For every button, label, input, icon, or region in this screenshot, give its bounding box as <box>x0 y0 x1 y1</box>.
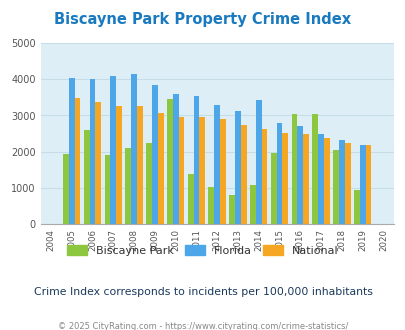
Bar <box>151 84 158 224</box>
Bar <box>187 174 193 224</box>
Bar <box>261 129 267 224</box>
Bar <box>193 96 199 224</box>
Bar <box>255 100 261 224</box>
Bar <box>282 133 288 224</box>
Bar <box>172 94 178 224</box>
Bar <box>104 155 110 224</box>
Bar <box>291 115 297 224</box>
Text: Crime Index corresponds to incidents per 100,000 inhabitants: Crime Index corresponds to incidents per… <box>34 287 371 297</box>
Bar <box>270 152 276 224</box>
Bar <box>146 143 151 224</box>
Bar <box>240 124 246 224</box>
Bar <box>166 99 172 224</box>
Bar <box>323 138 329 224</box>
Bar <box>90 79 95 224</box>
Bar <box>131 74 136 224</box>
Bar <box>208 187 214 224</box>
Bar <box>63 154 69 224</box>
Bar <box>178 116 184 224</box>
Bar <box>249 185 255 224</box>
Bar <box>338 140 344 224</box>
Bar <box>214 105 220 224</box>
Bar <box>110 76 116 224</box>
Bar <box>234 111 240 224</box>
Bar <box>333 150 338 224</box>
Text: Biscayne Park Property Crime Index: Biscayne Park Property Crime Index <box>54 12 351 26</box>
Bar <box>229 195 234 224</box>
Bar <box>344 144 350 224</box>
Bar <box>199 117 205 224</box>
Bar <box>136 106 143 224</box>
Bar <box>303 134 308 224</box>
Bar <box>353 190 359 224</box>
Legend: Biscayne Park, Florida, National: Biscayne Park, Florida, National <box>63 241 342 260</box>
Bar <box>125 148 131 224</box>
Bar <box>297 126 303 224</box>
Bar <box>276 123 282 224</box>
Bar <box>83 130 90 224</box>
Bar <box>311 114 318 224</box>
Bar <box>116 106 122 224</box>
Bar <box>318 134 323 224</box>
Bar <box>220 119 225 224</box>
Bar <box>158 113 163 224</box>
Bar <box>75 98 80 224</box>
Bar <box>364 145 371 224</box>
Bar <box>69 79 75 224</box>
Bar <box>359 145 364 224</box>
Bar <box>95 102 101 224</box>
Text: © 2025 CityRating.com - https://www.cityrating.com/crime-statistics/: © 2025 CityRating.com - https://www.city… <box>58 322 347 330</box>
